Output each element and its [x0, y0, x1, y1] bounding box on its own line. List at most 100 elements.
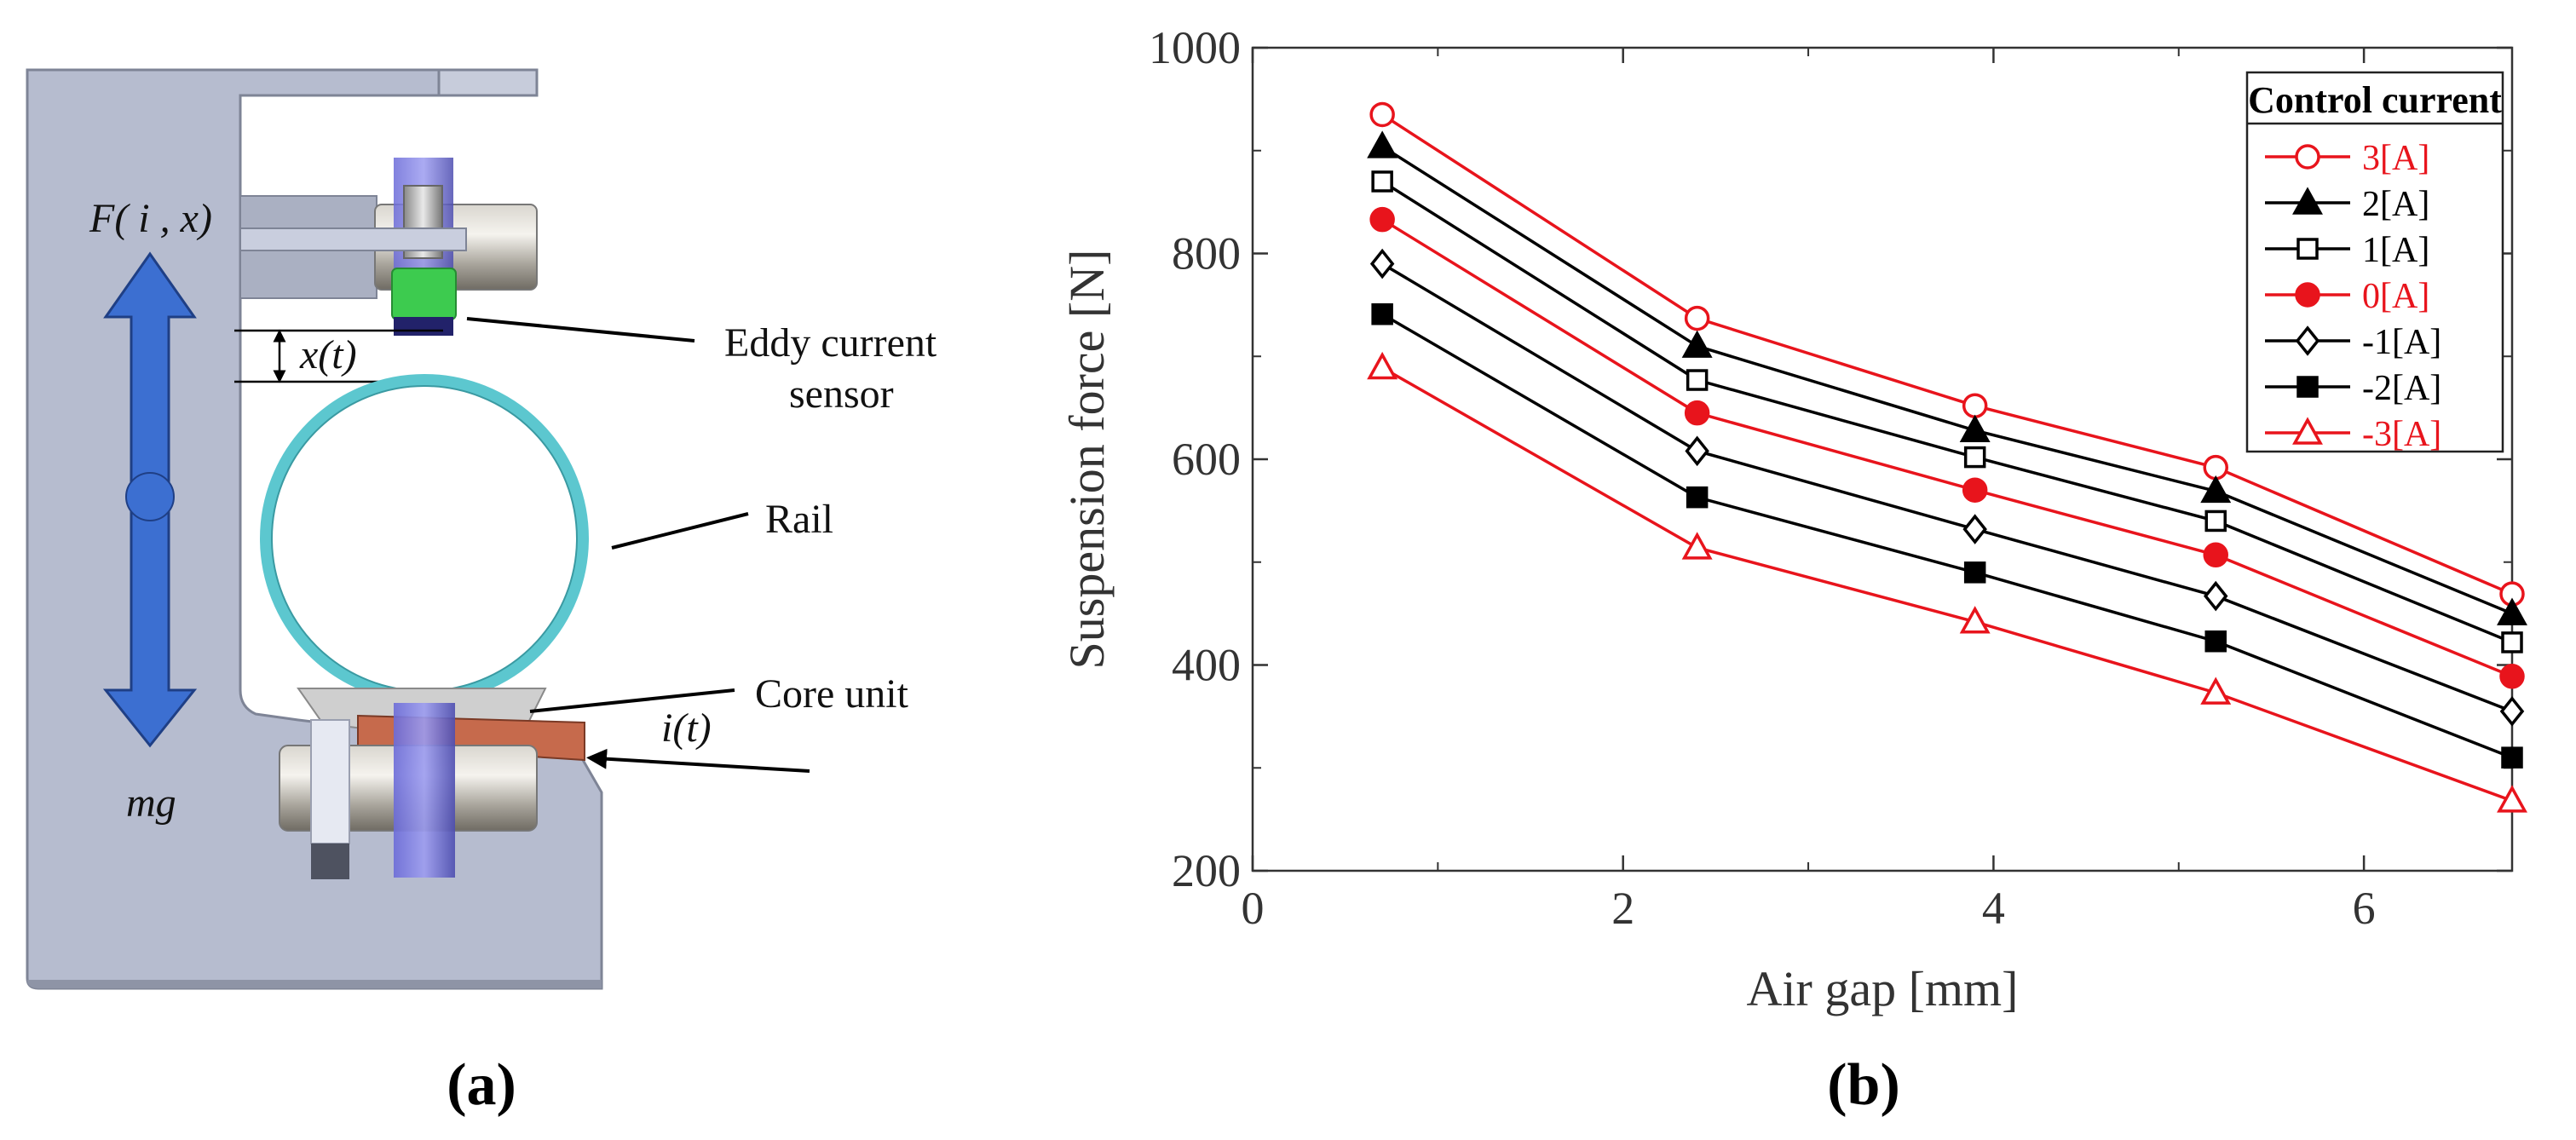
data-point [1962, 393, 1988, 418]
legend-label: 2[A] [2362, 185, 2429, 224]
legend-item: 3[A] [2265, 139, 2429, 178]
data-point [1369, 248, 1395, 279]
data-point [1681, 330, 1713, 358]
data-point [1686, 486, 1709, 509]
data-point [1367, 351, 1398, 380]
maglev-diagram: x(t) F( i , x) mg Eddy current sensor Ra… [26, 68, 937, 990]
core-label: Core unit [755, 671, 909, 717]
data-point [1684, 400, 1710, 426]
lower-purple-wheel [394, 703, 455, 878]
data-point [2203, 580, 2228, 612]
data-point [1685, 435, 1709, 467]
x-tick-label: 6 [2353, 883, 2376, 934]
series--2[A] [1371, 302, 2523, 769]
series--1[A] [1369, 248, 2525, 727]
panel-label-b: (b) [1827, 1052, 1900, 1118]
sensor-arm [239, 227, 467, 251]
data-point [2497, 597, 2527, 625]
legend-swatch-marker [2295, 144, 2320, 170]
series-1[A] [1371, 170, 2523, 653]
y-tick-label: 600 [1172, 434, 1241, 485]
y-axis: 200 400 600 800 1000 [1149, 22, 2512, 896]
sensor-leader [466, 317, 695, 343]
data-point [1371, 170, 1393, 193]
lower-side-wheel [310, 719, 350, 844]
data-point [2497, 785, 2527, 813]
weight-label: mg [126, 780, 176, 826]
data-point [1371, 302, 1393, 325]
data-point [2200, 677, 2232, 705]
rail [260, 374, 589, 703]
force-label: F( i , x) [89, 196, 212, 241]
suspension-force-chart: 200 400 600 800 1000 0 2 4 6 Air gap [mm] Suspe… [1059, 22, 2527, 1016]
y-tick-label: 200 [1172, 845, 1241, 896]
sensor-base [394, 317, 453, 336]
data-point [1369, 101, 1395, 128]
frame-bottom-shadow [27, 980, 602, 988]
legend: Control current 3[A] 2[A] 1[A] 0[A] -1[A] -2[… [2245, 71, 2504, 454]
data-point [2204, 510, 2227, 533]
rail-label: Rail [765, 497, 833, 542]
legend-swatch-marker [2297, 376, 2319, 398]
data-point [1959, 414, 1991, 442]
legend-label: 1[A] [2362, 231, 2429, 270]
legend-label: -2[A] [2362, 369, 2441, 408]
data-point [1684, 305, 1710, 331]
x-tick-label: 2 [1611, 883, 1634, 934]
legend-label: 3[A] [2362, 139, 2429, 178]
legend-box [2245, 71, 2504, 453]
gap-label: x(t) [299, 332, 357, 377]
data-point [2501, 631, 2523, 653]
data-point [1962, 477, 1988, 503]
data-point [2203, 542, 2228, 568]
frame-top-tab [437, 68, 539, 97]
legend-swatch-marker [2295, 282, 2320, 308]
series-layer [1367, 101, 2527, 813]
data-point [2203, 454, 2228, 481]
data-point [1681, 532, 1713, 560]
data-point [1686, 369, 1709, 391]
legend-swatch-marker [2295, 325, 2320, 356]
data-point [2204, 630, 2227, 653]
series-0[A] [1369, 206, 2525, 689]
legend-item: 0[A] [2265, 277, 2429, 316]
data-point [1959, 606, 1991, 634]
legend-label: -1[A] [2362, 323, 2441, 362]
y-tick-label: 800 [1172, 228, 1241, 279]
data-point [2499, 696, 2525, 727]
legend-items: 3[A] 2[A] 1[A] 0[A] -1[A] -2[A] -3[A] [2265, 139, 2441, 454]
x-axis-title: Air gap [mm] [1747, 961, 2019, 1016]
legend-swatch-marker [2297, 238, 2319, 260]
legend-label: 0[A] [2362, 277, 2429, 316]
legend-item: -1[A] [2265, 323, 2441, 362]
x-tick-label: 0 [1242, 883, 1265, 934]
data-point [1963, 446, 1986, 469]
y-tick-label: 400 [1172, 640, 1241, 691]
sensor-label-line1: Eddy current [724, 320, 937, 366]
data-point [1963, 561, 1986, 584]
data-point [1367, 130, 1398, 158]
legend-item: 2[A] [2265, 185, 2429, 224]
legend-title: Control current [2248, 79, 2502, 121]
rail-inner-edge [271, 385, 578, 692]
legend-label: -3[A] [2362, 415, 2441, 454]
data-point [1962, 514, 1987, 544]
data-point [2499, 664, 2525, 689]
data-point [2501, 746, 2523, 769]
legend-swatch-marker [2292, 417, 2323, 445]
current-label: i(t) [661, 705, 712, 751]
x-tick-label: 4 [1982, 883, 2005, 934]
legend-item: -2[A] [2265, 369, 2441, 408]
center-of-mass-dot [125, 472, 175, 521]
y-tick-label: 1000 [1149, 22, 1241, 73]
core-leader [529, 688, 735, 713]
x-axis: 0 2 4 6 [1242, 48, 2376, 934]
series-2[A] [1367, 130, 2527, 625]
series-3[A] [1369, 101, 2525, 607]
legend-item: 1[A] [2265, 231, 2429, 270]
legend-item: -3[A] [2265, 415, 2441, 454]
sensor-label-line2: sensor [789, 371, 894, 417]
eddy-current-sensor [391, 268, 457, 320]
legend-swatch-marker [2292, 187, 2323, 215]
